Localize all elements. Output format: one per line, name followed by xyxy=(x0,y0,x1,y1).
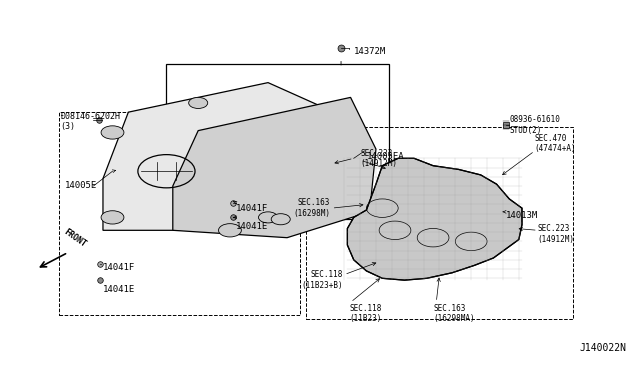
Text: 14041F: 14041F xyxy=(103,263,135,272)
Text: 14372M: 14372M xyxy=(354,47,386,56)
Text: Ð08146-6202H
(3): Ð08146-6202H (3) xyxy=(60,112,120,131)
Text: FRONT: FRONT xyxy=(61,227,87,249)
Circle shape xyxy=(259,212,278,223)
Text: SEC.118
(11B23+B): SEC.118 (11B23+B) xyxy=(301,270,343,290)
Circle shape xyxy=(271,214,291,225)
Circle shape xyxy=(101,126,124,139)
Text: 08936-61610
STUD(2): 08936-61610 STUD(2) xyxy=(509,115,560,135)
Text: SEC.223
(14912M): SEC.223 (14912M) xyxy=(538,224,575,244)
Text: J140022N: J140022N xyxy=(579,343,626,353)
Text: 14005E: 14005E xyxy=(65,182,97,190)
Text: SEC.118
(11B23): SEC.118 (11B23) xyxy=(349,304,381,323)
Polygon shape xyxy=(173,97,376,238)
Text: 14041E: 14041E xyxy=(103,285,135,294)
Text: SEC.470
(47474+A): SEC.470 (47474+A) xyxy=(534,134,576,153)
Text: 14041E: 14041E xyxy=(236,222,269,231)
Text: 14013M: 14013M xyxy=(506,211,538,220)
Text: 14005EA: 14005EA xyxy=(367,152,404,161)
Polygon shape xyxy=(348,158,522,280)
Circle shape xyxy=(218,224,241,237)
Text: SEC.223
(14912M): SEC.223 (14912M) xyxy=(360,148,397,168)
Text: 14041F: 14041F xyxy=(236,203,269,213)
Text: SEC.163
(16298M): SEC.163 (16298M) xyxy=(293,198,330,218)
Circle shape xyxy=(189,97,208,109)
Polygon shape xyxy=(103,83,351,230)
Circle shape xyxy=(101,211,124,224)
Text: SEC.163
(16298MA): SEC.163 (16298MA) xyxy=(433,304,475,323)
